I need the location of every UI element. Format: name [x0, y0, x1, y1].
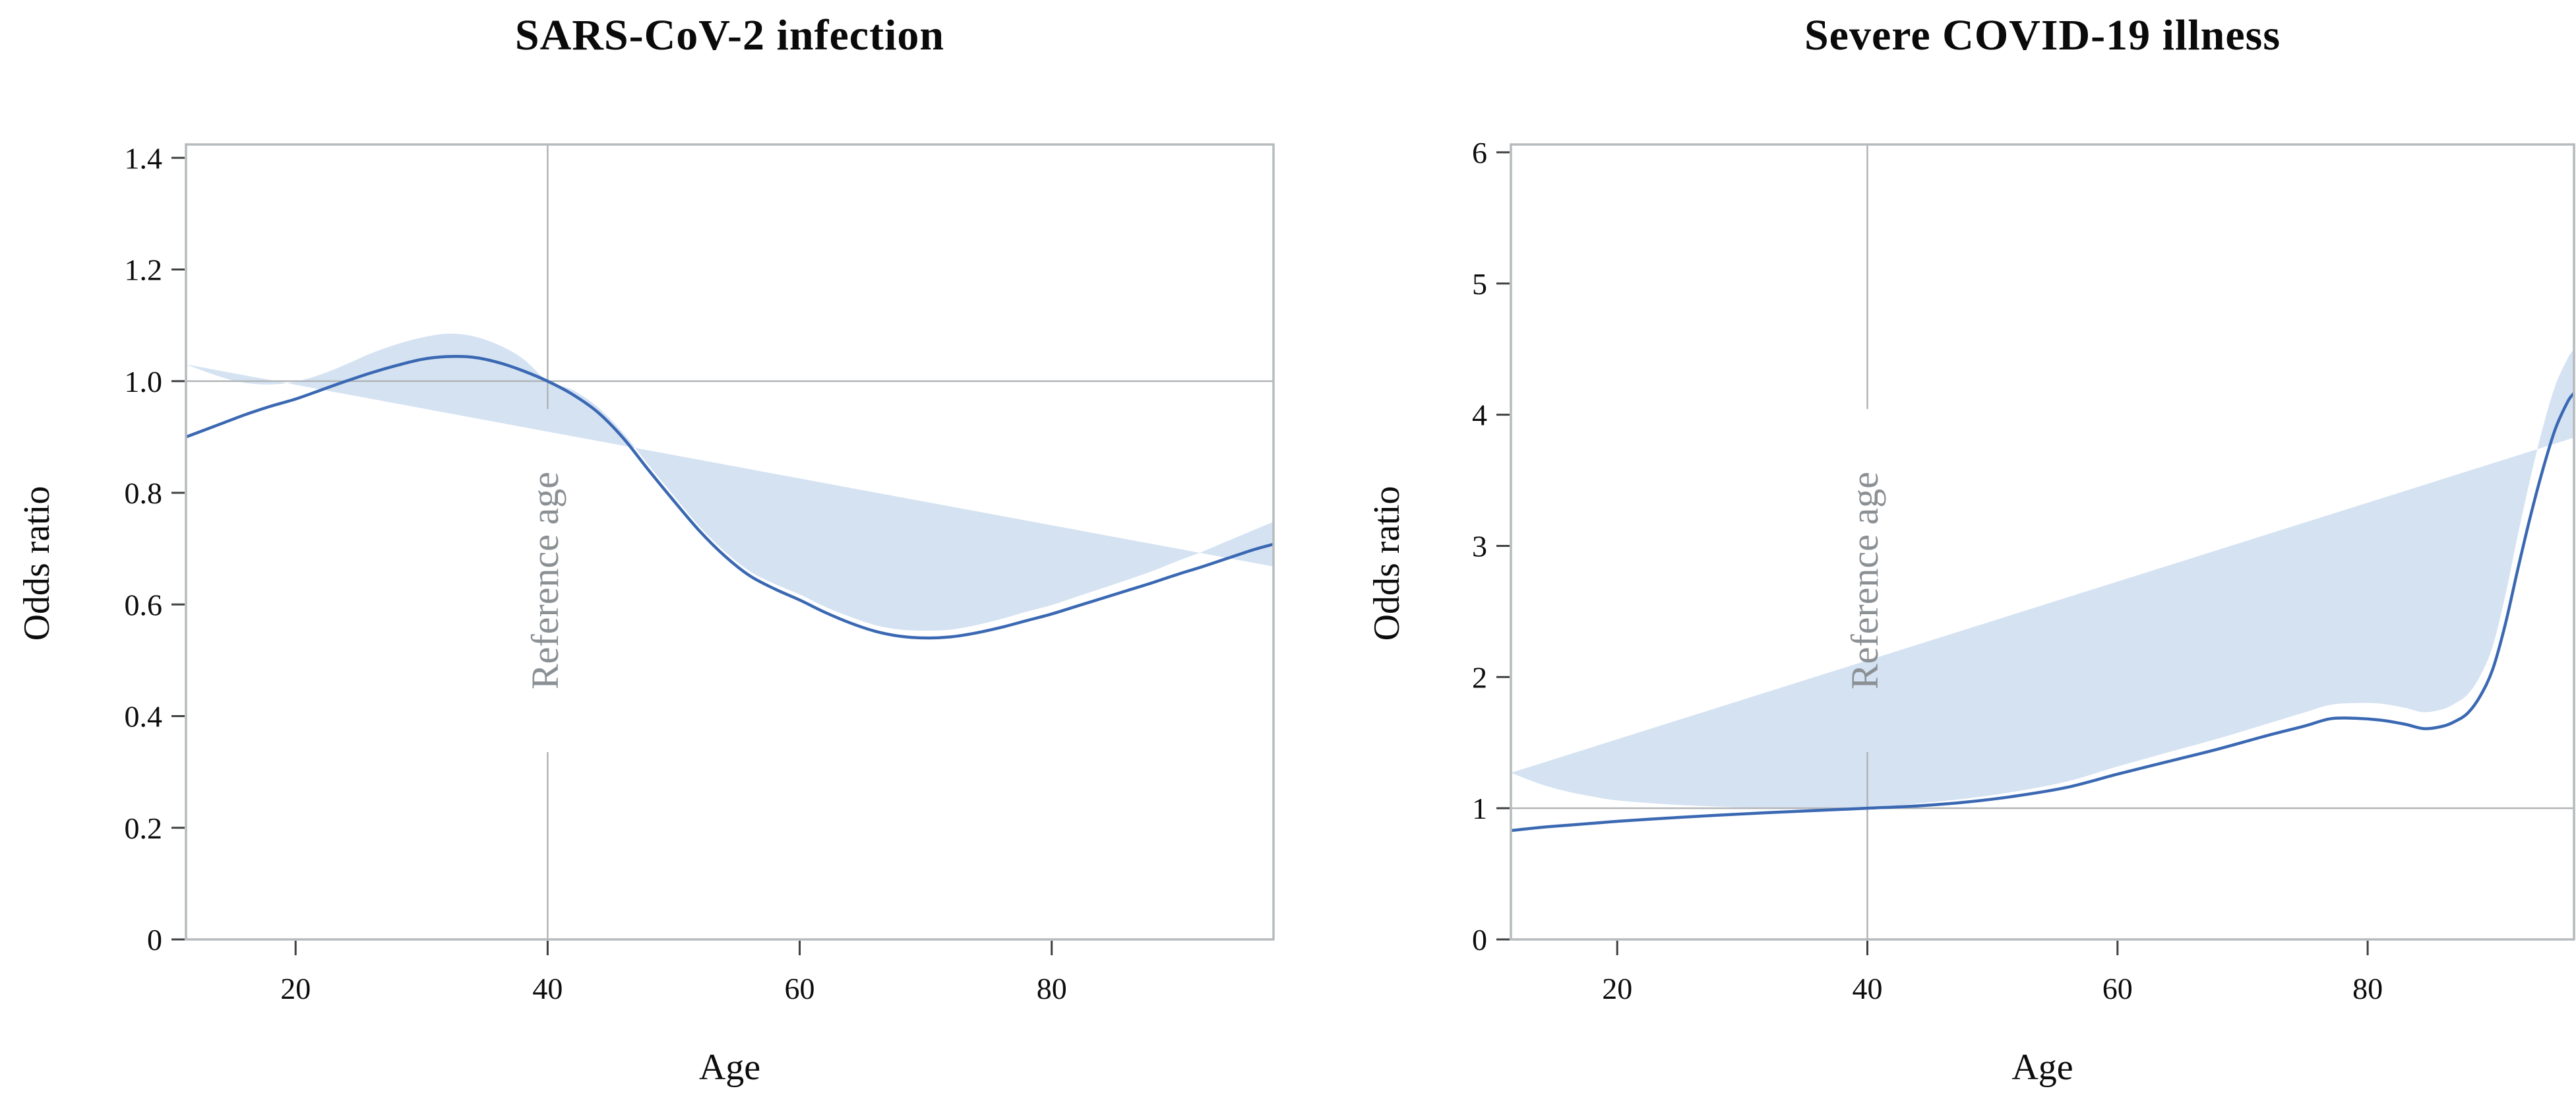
confidence-band: [186, 333, 1273, 631]
trend-line: [186, 354, 1273, 640]
x-axis-label: Age: [698, 1047, 761, 1088]
y-tick-label: 0.4: [125, 700, 163, 734]
reference-lines: [186, 144, 1273, 939]
x-tick-label: 80: [2352, 972, 2383, 1005]
x-tick-label: 60: [2102, 972, 2133, 1005]
y-tick-label: 1.2: [125, 253, 163, 287]
x-tick-label: 40: [532, 972, 563, 1005]
axis-ticks: [171, 156, 1053, 955]
axis-ticks: [1496, 151, 2369, 955]
x-tick-label: 40: [1852, 972, 1882, 1005]
reference-age-label: Reference age: [1843, 472, 1886, 689]
y-tick-label: 3: [1472, 529, 1487, 563]
trend-line: [1511, 391, 2574, 833]
y-tick-label: 0: [147, 923, 162, 957]
reference-lines: [1511, 144, 2574, 939]
y-tick-label: 0.2: [125, 811, 163, 845]
y-tick-label: 0.8: [125, 476, 163, 510]
x-tick-label: 60: [785, 972, 815, 1005]
chart-title: SARS-CoV-2 infection: [514, 11, 945, 59]
axis-frame: [185, 143, 1275, 941]
x-tick-label: 20: [280, 972, 311, 1005]
confidence-band: [1511, 349, 2574, 809]
axis-frame: [1510, 143, 2575, 941]
y-tick-label: 1: [1472, 792, 1487, 825]
y-tick-label: 2: [1472, 660, 1487, 694]
y-tick-label: 1.4: [125, 141, 163, 175]
y-tick-label: 1.0: [125, 365, 163, 398]
plot-canvas: 0 1 2 3 4 5 6 20 40 60 80 Reference age: [1472, 136, 2575, 1005]
x-tick-label: 80: [1037, 972, 1067, 1005]
y-tick-label: 0: [1472, 923, 1487, 957]
y-tick-label: 0.6: [125, 588, 163, 621]
tick-labels: 0 0.2 0.4 0.6 0.8 1.0 1.2 1.4 20 40 60 80: [125, 141, 1067, 1005]
chart-panel-sars-cov-2-infection: SARS-CoV-2 infection Odds ratio 0 0.2 0.4 0…: [16, 11, 1275, 1088]
tick-labels: 0 1 2 3 4 5 6 20 40 60 80: [1472, 136, 2383, 1005]
x-axis-label: Age: [2011, 1047, 2073, 1088]
reference-age-label: Reference age: [524, 472, 567, 689]
x-tick-label: 20: [1602, 972, 1632, 1005]
y-tick-label: 6: [1472, 136, 1487, 170]
chart-title: Severe COVID-19 illness: [1804, 11, 2281, 59]
y-tick-label: 5: [1472, 267, 1487, 301]
y-tick-label: 4: [1472, 398, 1487, 432]
plot-canvas: 0 0.2 0.4 0.6 0.8 1.0 1.2 1.4 20 40 60 80 Reference …: [125, 141, 1275, 1005]
